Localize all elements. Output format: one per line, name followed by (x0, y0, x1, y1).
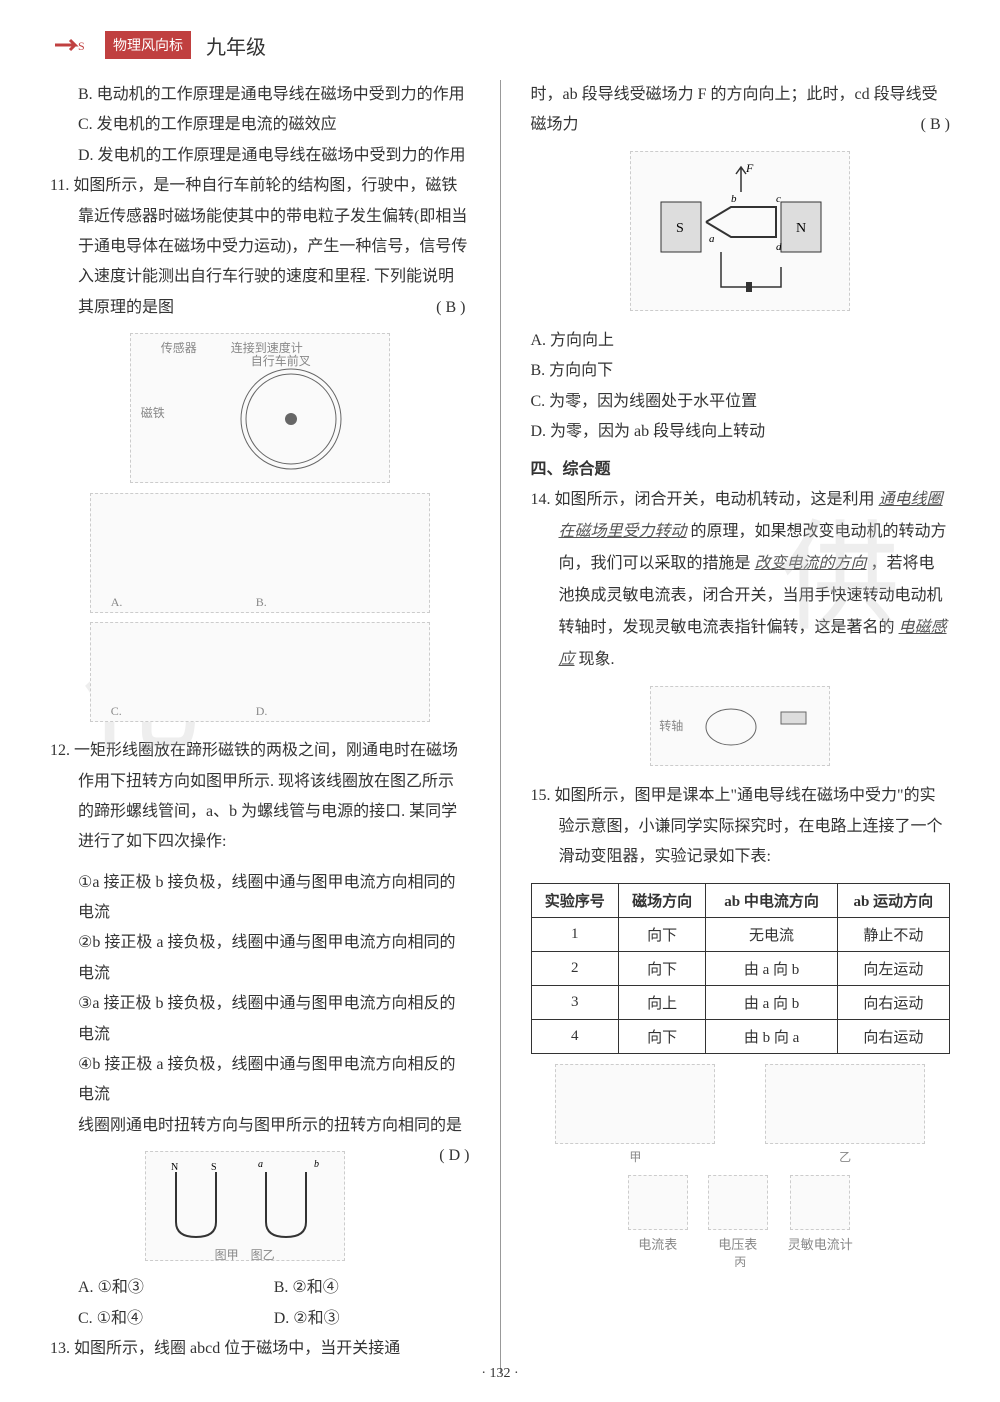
q12-options-row2: C. ①和④ D. ②和③ (50, 1304, 470, 1334)
q12-figure: N S a b 图甲 图乙 (50, 1151, 470, 1263)
column-divider (500, 80, 501, 1374)
q13-option-d: D. 为零，因为 ab 段导线向上转动 (531, 417, 951, 447)
page-number: · 132 · (0, 1366, 1000, 1382)
q12-number: 12. (50, 742, 70, 759)
content-area: B. 电动机的工作原理是通电导线在磁场中受到力的作用 C. 发电机的工作原理是电… (50, 80, 950, 1374)
table-row: 3 向上 由 a 向 b 向右运动 (531, 985, 950, 1019)
header-subtitle: 物理风向标 (105, 31, 191, 59)
q13-option-c: C. 为零，因为线圈处于水平位置 (531, 387, 951, 417)
logo-icon: S (50, 30, 100, 60)
q13-option-b: B. 方向向下 (531, 356, 951, 386)
q15-number: 15. (531, 787, 551, 804)
q15-figure-c: 电流表 电压表 灵敏电流计 丙 (531, 1175, 951, 1270)
question-11: 11. 如图所示，是一种自行车前轮的结构图，行驶中，磁铁靠近传感器时磁场能使其中… (50, 171, 470, 323)
horseshoe-magnet-icon: N S a b (146, 1152, 346, 1242)
header-grade: 九年级 (206, 31, 266, 60)
q11-number: 11. (50, 177, 69, 194)
svg-text:d: d (776, 241, 782, 253)
q11-figure: 传感器 连接到速度计 自行车前叉 磁铁 A. B. C. C. D. (50, 333, 470, 726)
q13-figure: S N a b c d F (531, 151, 951, 316)
table-header: ab 中电流方向 (706, 883, 837, 917)
q14-figure: 转轴 (531, 686, 951, 771)
table-header: 磁场方向 (618, 883, 705, 917)
q10-option-d: D. 发电机的工作原理是通电导线在磁场中受到力的作用 (50, 141, 470, 171)
q11-text: 如图所示，是一种自行车前轮的结构图，行驶中，磁铁靠近传感器时磁场能使其中的带电粒… (73, 177, 467, 316)
table-row: 1 向下 无电流 静止不动 (531, 917, 950, 951)
table-row: 4 向下 由 b 向 a 向右运动 (531, 1019, 950, 1053)
q15-table: 实验序号 磁场方向 ab 中电流方向 ab 运动方向 1 向下 无电流 静止不动… (531, 883, 951, 1054)
q12-op2: ②b 接正极 a 接负极，线圈中通与图甲电流方向相同的电流 (50, 928, 470, 989)
q13-number: 13. (50, 1340, 70, 1357)
svg-text:F: F (745, 161, 754, 175)
q12-op4: ④b 接正极 a 接负极，线圈中通与图甲电流方向相反的电流 (50, 1050, 470, 1111)
svg-text:b: b (314, 1159, 319, 1170)
table-row: 2 向下 由 a 向 b 向左运动 (531, 951, 950, 985)
section-4-title: 四、综合题 (531, 455, 951, 479)
svg-text:S: S (676, 221, 684, 236)
q12-text: 一矩形线圈放在蹄形磁铁的两极之间，刚通电时在磁场作用下扭转方向如图甲所示. 现将… (74, 742, 458, 850)
svg-text:S: S (78, 39, 85, 53)
table-header: 实验序号 (531, 883, 618, 917)
svg-text:a: a (258, 1159, 263, 1170)
q10-option-c: C. 发电机的工作原理是电流的磁效应 (50, 110, 470, 140)
question-14: 14. 如图所示，闭合开关，电动机转动，这是利用 通电线圈在磁场里受力转动 的原… (531, 484, 951, 676)
q13-answer: ( B ) (921, 110, 950, 140)
page-header: S 物理风向标 九年级 (50, 30, 950, 60)
question-15: 15. 如图所示，图甲是课本上"通电导线在磁场中受力"的实验示意图，小谦同学实际… (531, 781, 951, 872)
svg-text:S: S (211, 1162, 217, 1173)
svg-text:a: a (709, 233, 715, 245)
q12-answer: ( D ) (439, 1141, 469, 1171)
question-13: 13. 如图所示，线圈 abcd 位于磁场中，当开关接通 (50, 1334, 470, 1364)
q12-op1: ①a 接正极 b 接负极，线圈中通与图甲电流方向相同的电流 (50, 868, 470, 929)
q14-blank2: 改变电流的方向 (755, 555, 867, 572)
q12-options-row1: A. ①和③ B. ②和④ (50, 1273, 470, 1303)
question-12: 12. 一矩形线圈放在蹄形磁铁的两极之间，刚通电时在磁场作用下扭转方向如图甲所示… (50, 736, 470, 858)
q13-text: 如图所示，线圈 abcd 位于磁场中，当开关接通 (74, 1340, 400, 1357)
table-header: ab 运动方向 (837, 883, 949, 917)
q13-continuation: 时，ab 段导线受磁场力 F 的方向向上；此时，cd 段导线受磁场力 ( B ) (531, 80, 951, 141)
svg-text:c: c (776, 193, 781, 205)
svg-text:b: b (731, 193, 737, 205)
motor-coil-icon: S N a b c d F (631, 152, 851, 312)
left-column: B. 电动机的工作原理是通电导线在磁场中受到力的作用 C. 发电机的工作原理是电… (50, 80, 470, 1374)
q11-answer: ( B ) (464, 293, 469, 323)
svg-text:N: N (796, 221, 806, 236)
q14-number: 14. (531, 491, 551, 508)
table-header-row: 实验序号 磁场方向 ab 中电流方向 ab 运动方向 (531, 883, 950, 917)
q13-option-a: A. 方向向上 (531, 326, 951, 356)
right-column: 时，ab 段导线受磁场力 F 的方向向上；此时，cd 段导线受磁场力 ( B )… (531, 80, 951, 1374)
q10-option-b: B. 电动机的工作原理是通电导线在磁场中受到力的作用 (50, 80, 470, 110)
svg-text:N: N (171, 1162, 178, 1173)
q12-op3: ③a 接正极 b 接负极，线圈中通与图甲电流方向相反的电流 (50, 989, 470, 1050)
q15-text: 如图所示，图甲是课本上"通电导线在磁场中受力"的实验示意图，小谦同学实际探究时，… (555, 787, 943, 865)
q15-figure-ab: 甲 乙 (531, 1064, 951, 1165)
q12-conclusion: 线圈刚通电时扭转方向与图甲所示的扭转方向相同的是 ( D ) (50, 1111, 470, 1141)
